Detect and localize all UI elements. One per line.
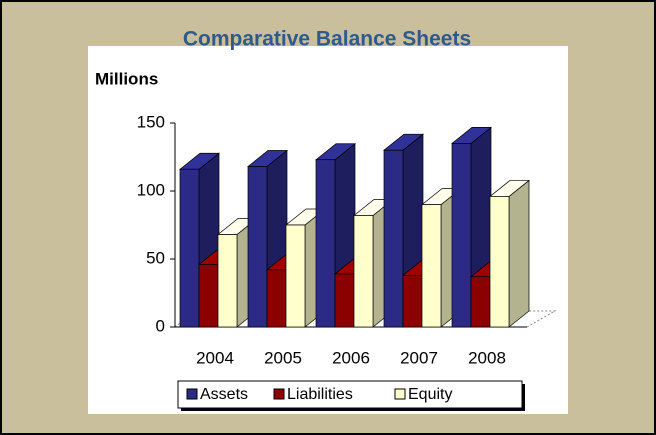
bar: [334, 273, 355, 328]
y-axis-label: Millions: [95, 69, 158, 88]
bar: [179, 168, 200, 328]
x-tick-label: 2006: [332, 348, 370, 367]
bar: [451, 143, 472, 328]
legend: Assets Liabilities Equity: [177, 380, 525, 411]
legend-swatch: [394, 388, 406, 400]
legend-swatch: [186, 388, 198, 400]
legend-label: Equity: [408, 386, 452, 403]
bar: [470, 276, 491, 328]
bar: [421, 204, 442, 328]
legend-shadow: [522, 384, 525, 411]
bar: [217, 234, 238, 328]
bar: [489, 196, 510, 328]
legend-shadow: [181, 408, 525, 411]
chart-title: Comparative Balance Sheets: [183, 28, 471, 51]
legend-label: Assets: [200, 386, 248, 403]
legend-label: Liabilities: [287, 386, 353, 403]
legend-box: [177, 380, 523, 409]
x-tick-label: 2004: [196, 348, 234, 367]
bar: [266, 269, 287, 328]
legend-swatch: [273, 388, 285, 400]
bar-side: [508, 179, 530, 328]
bar: [402, 274, 423, 328]
bar: [247, 166, 268, 328]
bar: [198, 264, 219, 328]
y-tick-label: 0: [156, 316, 165, 335]
x-tick-label: 2007: [400, 348, 438, 367]
bar: [285, 224, 306, 328]
bar: [353, 215, 374, 328]
x-tick-label: 2008: [468, 348, 506, 367]
y-tick-label: 50: [146, 248, 165, 267]
y-tick-label: 150: [137, 112, 165, 131]
x-tick-label: 2005: [264, 348, 302, 367]
y-tick-label: 100: [137, 180, 165, 199]
bar: [315, 159, 336, 328]
bar: [383, 149, 404, 328]
